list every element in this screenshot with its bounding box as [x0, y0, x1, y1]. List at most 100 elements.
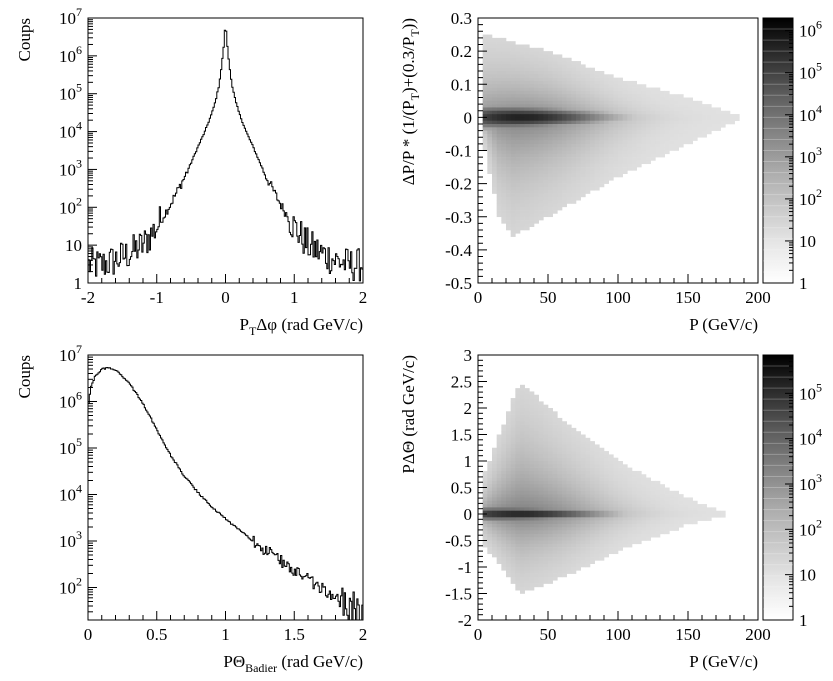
heatmap-cell [604, 140, 609, 145]
heatmap-cell [562, 110, 567, 115]
heatmap-cell [613, 520, 619, 525]
heatmap-cell [534, 157, 539, 161]
heatmap-cell [636, 540, 642, 545]
heatmap-cell [655, 494, 661, 498]
y-tick-exponent: 5 [76, 81, 82, 95]
heatmap-cell [515, 127, 521, 131]
heatmap-cell [524, 427, 530, 432]
heatmap-cell [646, 143, 651, 148]
heatmap-cell [515, 177, 521, 181]
heatmap-cell [618, 523, 623, 528]
heatmap-cell [571, 444, 577, 449]
heatmap-cell [557, 424, 563, 429]
heatmap-cell [599, 484, 605, 488]
heatmap-cell [538, 490, 544, 495]
heatmap-cell [510, 47, 516, 52]
heatmap-cell [660, 147, 665, 151]
heatmap-cell [543, 143, 549, 148]
heatmap-cell [585, 517, 591, 521]
heatmap-cell [557, 147, 563, 151]
heatmap-cell [515, 517, 521, 521]
heatmap-cell [501, 120, 507, 125]
heatmap-cell [650, 147, 656, 151]
heatmap-cell [702, 124, 707, 128]
x-axis-label-subscript: Badier [245, 661, 277, 675]
heatmap-cell [487, 67, 493, 72]
heatmap-cell [655, 130, 661, 135]
heatmap-cell [571, 183, 577, 188]
heatmap-cell [487, 550, 493, 555]
heatmap-cell [585, 533, 591, 538]
heatmap-cell [632, 130, 637, 135]
heatmap-cell [697, 117, 703, 121]
heatmap-cell [510, 474, 516, 478]
colorbar-tick-base: 1 [799, 274, 808, 293]
heatmap-cell [599, 153, 605, 158]
y-tick-base: 10 [59, 346, 76, 365]
heatmap-cell [706, 117, 712, 121]
heatmap-cell [552, 451, 558, 455]
heatmap-cell [576, 563, 581, 568]
y-axis-label: Coups [15, 355, 34, 398]
heatmap-cell [524, 461, 530, 465]
heatmap-cell [576, 470, 581, 475]
heatmap-cell [641, 494, 647, 498]
heatmap-cell [594, 117, 600, 121]
heatmap-cell [548, 77, 553, 82]
heatmap-cell [534, 457, 539, 462]
heatmap-cell [580, 160, 586, 165]
heatmap-cell [576, 61, 581, 65]
heatmap-cell [604, 147, 609, 151]
heatmap-cell [510, 57, 516, 62]
y-tick-label: -0.5 [445, 274, 472, 293]
heatmap-cell [627, 147, 633, 151]
y-tick-label: 107 [59, 5, 82, 28]
heatmap-cell [538, 447, 544, 452]
heatmap-cell [552, 170, 558, 174]
heatmap-cell [538, 461, 544, 465]
heatmap-cell [604, 94, 609, 98]
heatmap-cell [552, 127, 558, 131]
heatmap-cell [487, 461, 493, 465]
heatmap-cell [664, 514, 670, 518]
heatmap-cell [520, 441, 525, 445]
heatmap-cell [510, 157, 516, 161]
heatmap-cell [534, 107, 539, 112]
heatmap-cell [482, 51, 488, 55]
heatmap-cell [604, 487, 609, 492]
heatmap-cell [548, 447, 553, 452]
heatmap-cell [580, 480, 586, 485]
heatmap-cell [520, 97, 525, 102]
heatmap-cell [543, 474, 549, 478]
heatmap-cell [534, 421, 539, 425]
heatmap-cell [604, 497, 609, 502]
heatmap-cell [515, 137, 521, 141]
heatmap-cell [650, 517, 656, 521]
heatmap-cell [520, 437, 525, 442]
heatmap-cell [580, 167, 586, 171]
heatmap-cell [501, 67, 507, 72]
colorbar-tick-label: 103 [799, 471, 822, 494]
heatmap-cell [608, 94, 614, 98]
heatmap-cell [529, 507, 535, 511]
heatmap-cell [496, 160, 502, 165]
heatmap-cell [580, 104, 586, 108]
heatmap-cell [557, 570, 563, 574]
heatmap-cell [552, 514, 558, 518]
heatmap-cell [501, 494, 507, 498]
heatmap-cell [594, 457, 600, 462]
heatmap-cell [548, 467, 553, 472]
heatmap-cell [557, 537, 563, 541]
heatmap-cell [520, 467, 525, 472]
heatmap-cell [552, 484, 558, 488]
heatmap-cell [660, 490, 665, 495]
heatmap-cell [524, 163, 530, 168]
heatmap-cell [590, 480, 595, 485]
heatmap-cell [641, 514, 647, 518]
heatmap-cell [604, 507, 609, 511]
heatmap-cell [594, 500, 600, 505]
y-tick-exponent: 2 [76, 574, 82, 588]
heatmap-cell [571, 130, 577, 135]
heatmap-cell [608, 157, 614, 161]
heatmap-cell [599, 90, 605, 95]
